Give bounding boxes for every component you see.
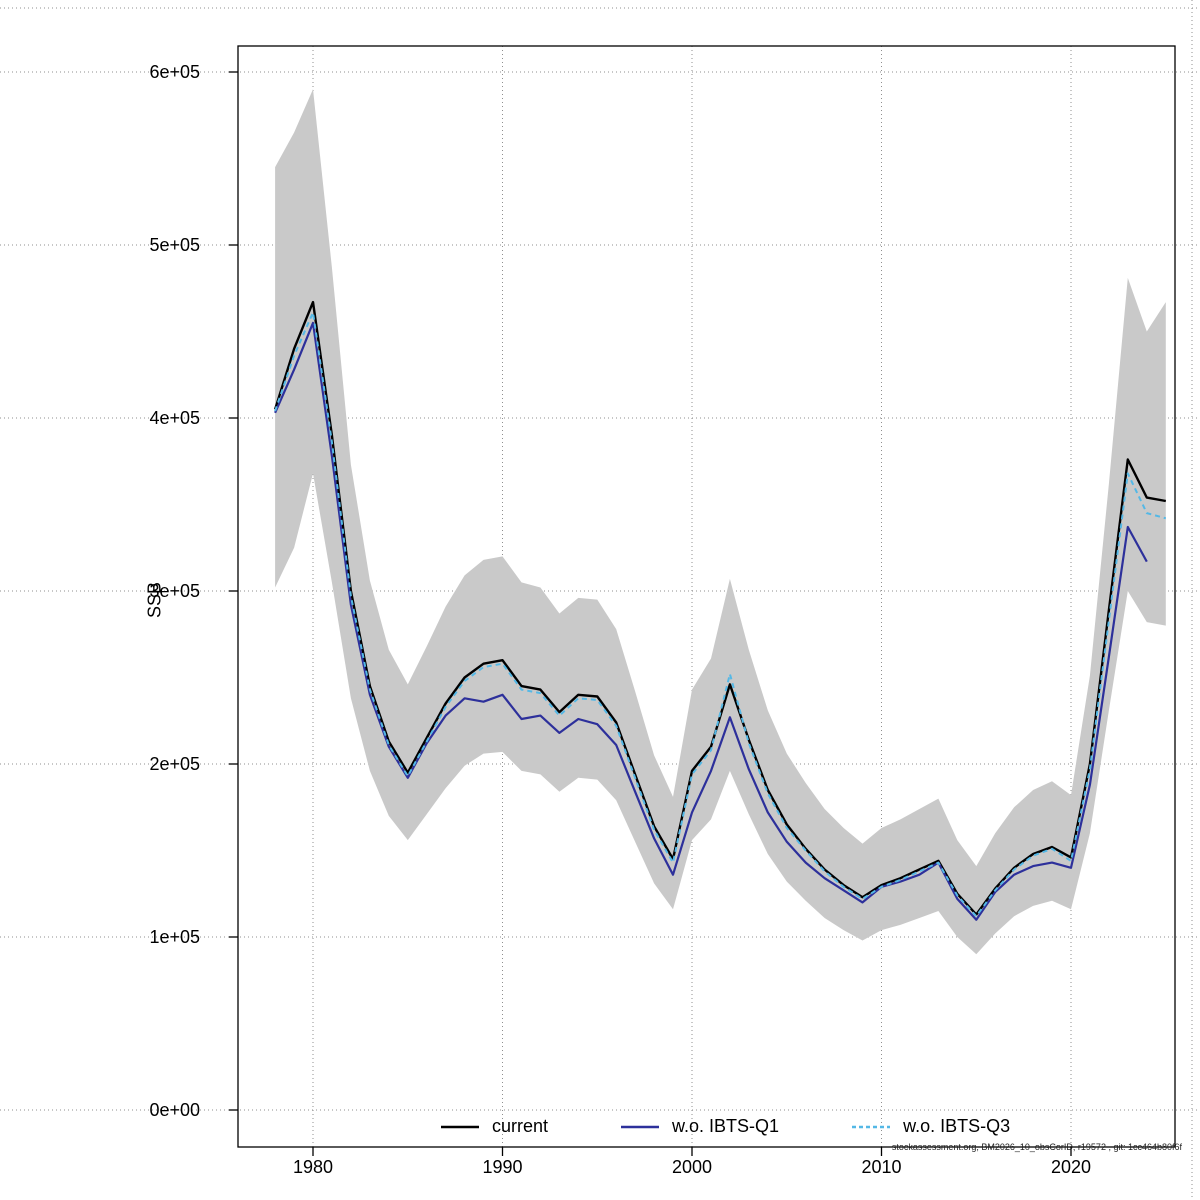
x-tick-label: 1990 [482, 1157, 522, 1177]
x-tick-label: 2010 [861, 1157, 901, 1177]
y-tick-label: 1e+05 [149, 927, 200, 947]
x-tick-label: 2020 [1051, 1157, 1091, 1177]
y-tick-label: 6e+05 [149, 62, 200, 82]
plot-border [237, 45, 1176, 1148]
footnote: stockassessment.org, BM2026_10_obsCorID,… [891, 1142, 1182, 1152]
legend-item-wo-ibts-q1: w.o. IBTS-Q1 [620, 1116, 779, 1137]
legend-line-sample-wo-ibts-q3 [852, 1125, 891, 1128]
axes: 0e+00 1e+05 2e+05 3e+05 4e+05 5e+05 6e+05 1980 1… [149, 62, 1091, 1177]
legend-item-wo-ibts-q3: w.o. IBTS-Q3 [851, 1116, 1010, 1137]
y-tick-label: 2e+05 [149, 754, 200, 774]
y-tick-label: 3e+05 [149, 581, 200, 601]
legend-label-current: current [492, 1116, 549, 1136]
legend-item-current: current [440, 1116, 548, 1137]
legend-line-sample-wo-ibts-q1 [621, 1125, 660, 1128]
legend-label-wo-ibts-q1: w.o. IBTS-Q1 [672, 1116, 780, 1136]
series-line-w-o-ibts-q3 [274, 311, 1167, 918]
y-tick-label: 0e+00 [149, 1100, 200, 1120]
x-tick-label: 2000 [672, 1157, 712, 1177]
y-axis-title: SSB [144, 581, 165, 619]
confidence-band [275, 89, 1166, 955]
y-tick-label: 5e+05 [149, 235, 200, 255]
legend-line-sample-current [441, 1125, 479, 1128]
x-tick-label: 1980 [293, 1157, 333, 1177]
y-tick-label: 4e+05 [149, 408, 200, 428]
legend: current w.o. IBTS-Q1 w.o. IBTS-Q3 [440, 1116, 1010, 1137]
legend-label-wo-ibts-q3: w.o. IBTS-Q3 [903, 1116, 1011, 1136]
